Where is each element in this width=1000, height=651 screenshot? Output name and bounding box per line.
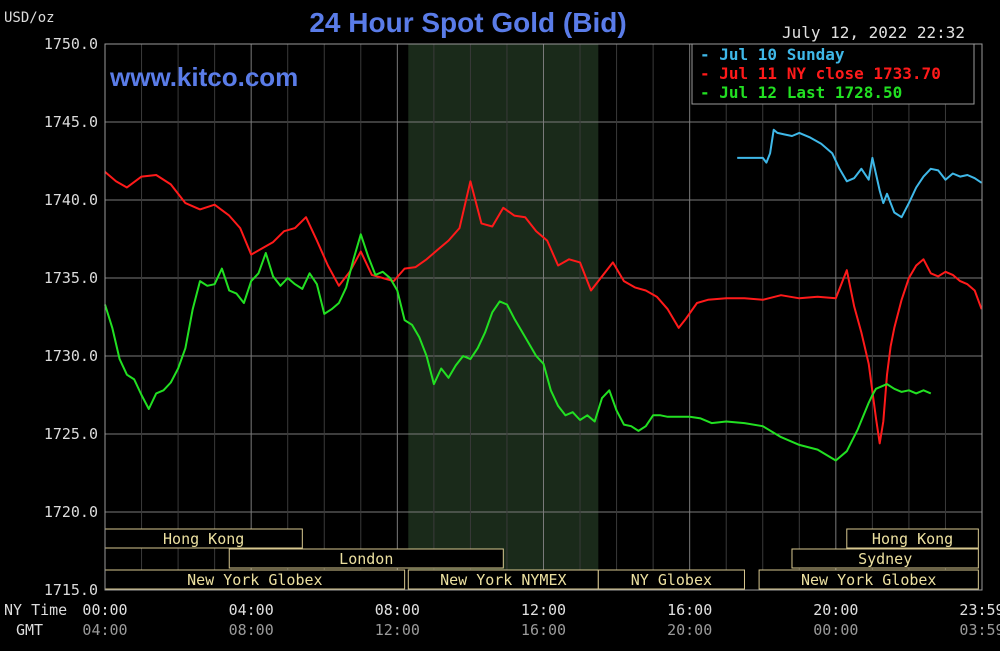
legend-entry-jul12: - Jul 12 Last 1728.50	[700, 83, 902, 102]
session-bar-6	[846, 528, 979, 549]
legend-entry-jul11-label: Jul 11 NY close 1733.70	[719, 64, 941, 83]
x-tick-label-gmt-6: 03:59	[959, 621, 1000, 639]
y-tick-label-2: 1740.0	[44, 191, 98, 209]
x-tick-label-gmt-3: 16:00	[521, 621, 566, 639]
series-line-1	[104, 171, 983, 445]
x-tick-label-gmt-1: 08:00	[229, 621, 274, 639]
session-bar-7	[791, 548, 979, 569]
session-label-1: London	[339, 550, 393, 568]
x-tick-label-ny-6: 23:59	[959, 601, 1000, 619]
x-tick-label-ny-1: 04:00	[229, 601, 274, 619]
session-bar-4	[597, 569, 745, 590]
x-axis-ticks: 00:00 04:00 04:00 08:00 08:00 12:00 12:00 16:00…	[82, 601, 1000, 639]
y-axis-ticks: 1750.0 1745.0 1740.0 1735.0 1730.0 1725.0 1720…	[44, 35, 98, 599]
x-tick-label-gmt-4: 20:00	[667, 621, 712, 639]
nymex-session-shading	[408, 44, 599, 590]
session-bar-1	[228, 548, 504, 569]
shaded-session-layer	[408, 44, 599, 590]
legend-box	[691, 43, 975, 105]
series-layer	[104, 128, 983, 462]
y-tick-label-4: 1730.0	[44, 347, 98, 365]
legend-entry-jul10-label: Jul 10 Sunday	[719, 45, 845, 64]
session-label-3: New York NYMEX	[440, 571, 566, 589]
session-label-6: Hong Kong	[872, 530, 953, 548]
y-tick-label-3: 1735.0	[44, 269, 98, 287]
y-tick-label-0: 1750.0	[44, 35, 98, 53]
x-tick-label-ny-0: 00:00	[82, 601, 127, 619]
units-label: USD/oz	[4, 10, 55, 26]
x-tick-label-gmt-0: 04:00	[82, 621, 127, 639]
y-tick-label-1: 1745.0	[44, 113, 98, 131]
session-label-4: NY Globex	[631, 571, 712, 589]
ny-time-label: NY Time	[4, 601, 67, 619]
session-label-2: New York Globex	[187, 571, 322, 589]
market-sessions-layer: Hong Kong London New York Globex New York N…	[104, 528, 979, 590]
series-line-2	[104, 233, 932, 462]
legend-entry-jul11: - Jul 11 NY close 1733.70	[700, 64, 941, 83]
y-tick-label-5: 1725.0	[44, 425, 98, 443]
y-tick-label-6: 1720.0	[44, 503, 98, 521]
x-tick-label-ny-4: 16:00	[667, 601, 712, 619]
gmt-label: GMT	[16, 621, 43, 639]
session-label-5: New York Globex	[801, 571, 936, 589]
session-label-7: Sydney	[858, 550, 912, 568]
chart-timestamp: July 12, 2022 22:32	[782, 23, 965, 42]
y-tick-label-7: 1715.0	[44, 581, 98, 599]
legend-entry-jul10: - Jul 10 Sunday	[700, 45, 845, 64]
x-tick-label-ny-3: 12:00	[521, 601, 566, 619]
legend: - Jul 10 Sunday - Jul 11 NY close 1733.7…	[691, 43, 975, 105]
legend-entry-jul12-label: Jul 12 Last 1728.50	[719, 83, 902, 102]
kitco-watermark: www.kitco.com	[109, 62, 298, 92]
series-line-0	[737, 128, 983, 219]
session-label-0: Hong Kong	[163, 530, 244, 548]
x-tick-label-gmt-5: 00:00	[813, 621, 858, 639]
x-tick-label-ny-2: 08:00	[375, 601, 420, 619]
x-tick-label-gmt-2: 12:00	[375, 621, 420, 639]
session-bar-5	[758, 569, 979, 590]
plot-frame	[104, 43, 983, 591]
x-tick-label-ny-5: 20:00	[813, 601, 858, 619]
chart-title: 24 Hour Spot Gold (Bid)	[309, 7, 626, 38]
